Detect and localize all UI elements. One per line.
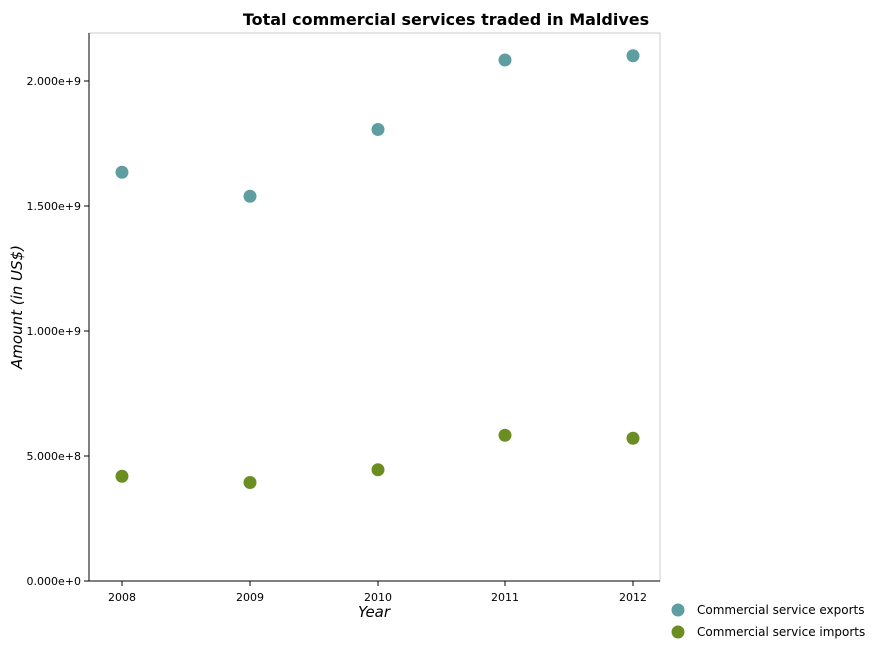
x-tick-label: 2011: [491, 591, 519, 604]
y-tick-label: 0.000e+0: [27, 575, 81, 588]
import-point: [115, 469, 129, 483]
legend-label: Commercial service imports: [697, 625, 865, 639]
y-tick-label: 1.500e+9: [27, 200, 81, 213]
x-tick-label: 2008: [108, 591, 136, 604]
export-point: [371, 123, 385, 136]
import-point: [371, 463, 385, 477]
y-tick-label: 1.000e+9: [27, 325, 81, 338]
x-tick-label: 2009: [236, 591, 264, 604]
legend-label: Commercial service exports: [697, 603, 865, 617]
data-points: [115, 49, 640, 489]
export-point: [115, 165, 129, 179]
export-point: [498, 53, 512, 67]
x-tick-label: 2012: [619, 591, 647, 604]
y-ticks: 0.000e+0 5.000e+8 1.000e+9 1.500e+9 2.000e+9: [27, 75, 89, 588]
x-axis-label: Year: [358, 603, 391, 621]
y-tick-label: 5.000e+8: [27, 450, 81, 463]
chart-title: Total commercial services traded in Mald…: [243, 10, 649, 29]
export-point: [243, 189, 257, 203]
import-point: [498, 428, 512, 442]
export-point: [626, 49, 640, 63]
y-axis-label: Amount (in US$): [8, 245, 26, 370]
y-tick-label: 2.000e+9: [27, 75, 81, 88]
plot-area-frame: [88, 32, 661, 582]
legend: Commercial service exports Commercial ser…: [671, 603, 865, 639]
x-ticks: 2008 2009 2010 2011 2012: [108, 581, 647, 604]
legend-marker: [671, 625, 685, 639]
import-point: [243, 476, 257, 489]
import-point: [626, 431, 640, 445]
legend-marker: [671, 603, 685, 617]
x-tick-label: 2010: [364, 591, 392, 604]
